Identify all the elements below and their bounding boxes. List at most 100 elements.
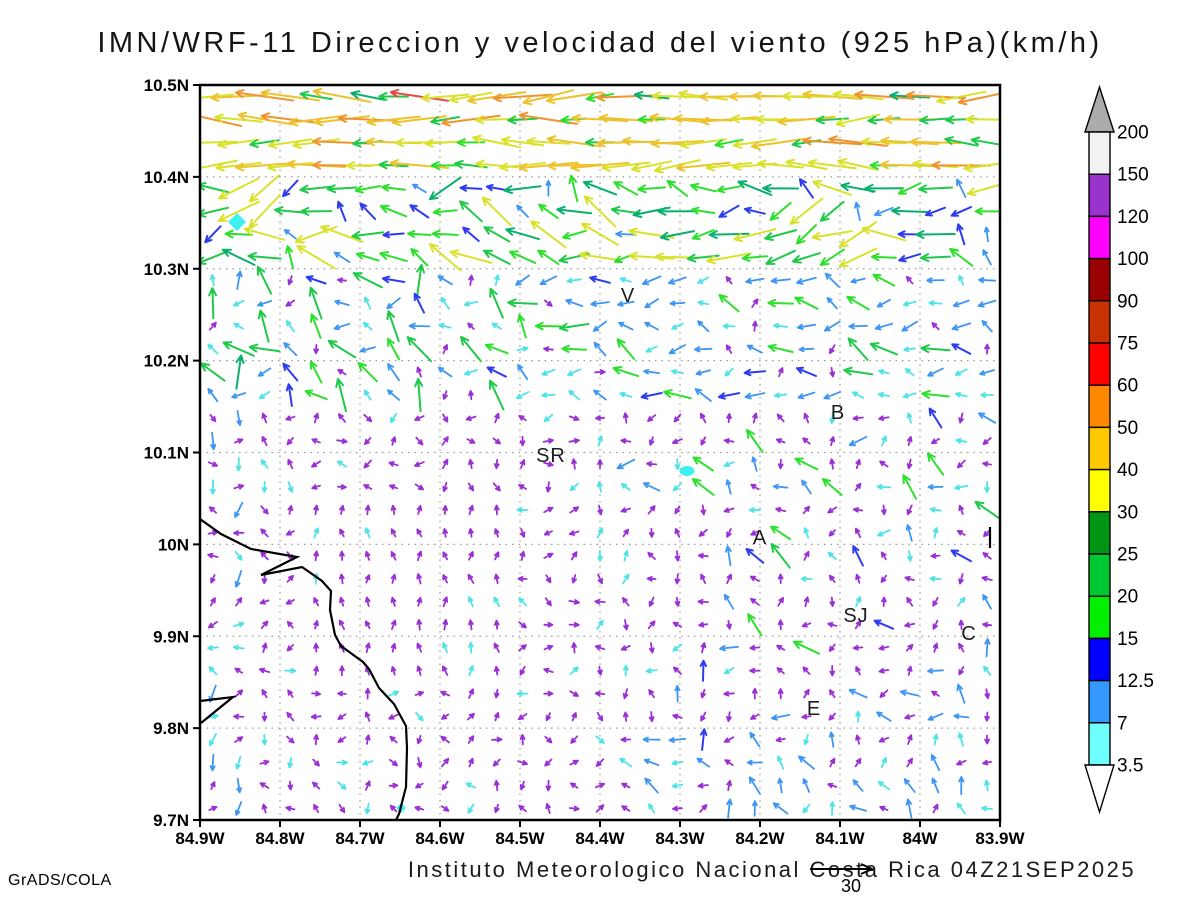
wind-arrow	[597, 549, 603, 562]
wind-arrow	[449, 91, 493, 104]
wind-arrow	[517, 576, 528, 582]
wind-arrow	[261, 481, 268, 493]
wind-arrow	[932, 596, 939, 607]
wind-arrow	[861, 225, 907, 242]
wind-arrow	[929, 575, 942, 582]
wind-arrow	[261, 436, 268, 447]
wind-arrow	[568, 438, 580, 444]
wind-arrow	[362, 321, 373, 331]
wind-arrow	[623, 664, 629, 677]
wind-arrow	[309, 360, 323, 384]
wind-arrow	[378, 92, 409, 101]
wind-arrow	[984, 688, 990, 700]
wind-arrow	[285, 415, 296, 421]
wind-arrow	[338, 619, 345, 630]
wind-arrow	[785, 158, 828, 170]
graticule	[200, 85, 1000, 820]
wind-arrow	[494, 688, 500, 699]
reference-arrow: 30	[810, 863, 875, 896]
wind-arrow	[905, 275, 914, 285]
wind-arrow	[222, 341, 255, 357]
wind-arrow	[623, 550, 629, 562]
wind-arrow	[978, 277, 997, 284]
wind-arrow	[698, 528, 708, 537]
wind-arrow	[904, 575, 915, 582]
wind-arrow	[537, 249, 560, 266]
wind-arrow	[261, 711, 268, 722]
wind-arrow	[621, 805, 631, 812]
x-tick-label: 83.9W	[975, 829, 1025, 848]
wind-arrow	[770, 543, 791, 569]
wind-arrow	[700, 728, 708, 751]
wind-arrow	[582, 180, 618, 196]
wind-arrow	[747, 613, 763, 637]
lake	[679, 466, 695, 476]
colorbar-segment	[1088, 384, 1111, 429]
wind-arrow	[641, 275, 662, 286]
wind-arrow	[468, 688, 474, 699]
wind-arrow	[503, 185, 542, 195]
wind-arrow	[468, 551, 474, 561]
wind-arrow	[286, 711, 295, 722]
wind-arrow	[958, 776, 965, 796]
wind-arrow	[852, 644, 864, 651]
wind-arrow	[260, 620, 269, 630]
wind-arrow	[234, 89, 295, 102]
wind-arrow	[828, 135, 888, 147]
wind-arrow	[517, 364, 529, 381]
wind-arrow	[708, 230, 750, 240]
wind-arrow	[416, 665, 422, 676]
wind-arrow	[631, 160, 673, 173]
wind-arrow	[646, 461, 658, 467]
wind-arrow	[442, 642, 448, 654]
wind-arrow	[594, 644, 606, 651]
wind-arrow	[441, 114, 501, 127]
wind-arrow	[902, 300, 917, 307]
wind-arrow	[415, 782, 424, 789]
wind-arrow	[421, 93, 470, 103]
wind-arrow	[792, 252, 821, 264]
wind-arrow	[519, 665, 526, 676]
wind-arrow	[757, 159, 805, 169]
wind-arrow	[931, 322, 940, 331]
wind-arrow	[752, 412, 758, 424]
wind-arrow	[260, 459, 269, 469]
wind-arrow	[726, 413, 732, 424]
wind-arrow	[200, 206, 230, 218]
wind-arrow	[391, 619, 397, 630]
wind-arrow	[749, 731, 761, 748]
wind-arrow	[879, 460, 889, 468]
wind-arrow	[952, 299, 970, 308]
wind-arrow	[956, 683, 966, 704]
wind-arrow	[980, 392, 994, 398]
wind-arrow	[651, 91, 704, 101]
wind-arrow	[416, 619, 423, 631]
wind-arrow	[827, 506, 838, 514]
wind-arrow	[819, 248, 845, 266]
wind-arrow	[339, 550, 345, 561]
wind-arrow	[984, 638, 991, 658]
wind-arrow	[616, 338, 636, 360]
wind-arrow	[854, 482, 862, 492]
wind-arrow	[878, 415, 890, 421]
wind-arrow	[210, 781, 216, 790]
wind-arrow	[357, 361, 378, 383]
wind-arrow	[233, 621, 245, 628]
wind-arrow	[234, 736, 244, 743]
wind-arrow	[416, 528, 423, 538]
wind-arrow	[802, 803, 811, 814]
wind-arrow	[752, 320, 758, 332]
wind-arrow	[928, 300, 943, 306]
wind-arrow	[619, 757, 633, 768]
wind-arrow	[828, 731, 835, 748]
wind-arrow	[869, 342, 899, 356]
wind-arrow	[963, 162, 1000, 173]
wind-arrow	[465, 415, 477, 421]
wind-arrow	[927, 668, 944, 674]
wind-arrow	[958, 274, 965, 286]
wind-arrow	[248, 343, 281, 353]
wind-arrow	[208, 506, 217, 514]
wind-arrow	[695, 369, 711, 376]
wind-arrow	[984, 481, 990, 493]
wind-arrow	[441, 757, 450, 768]
